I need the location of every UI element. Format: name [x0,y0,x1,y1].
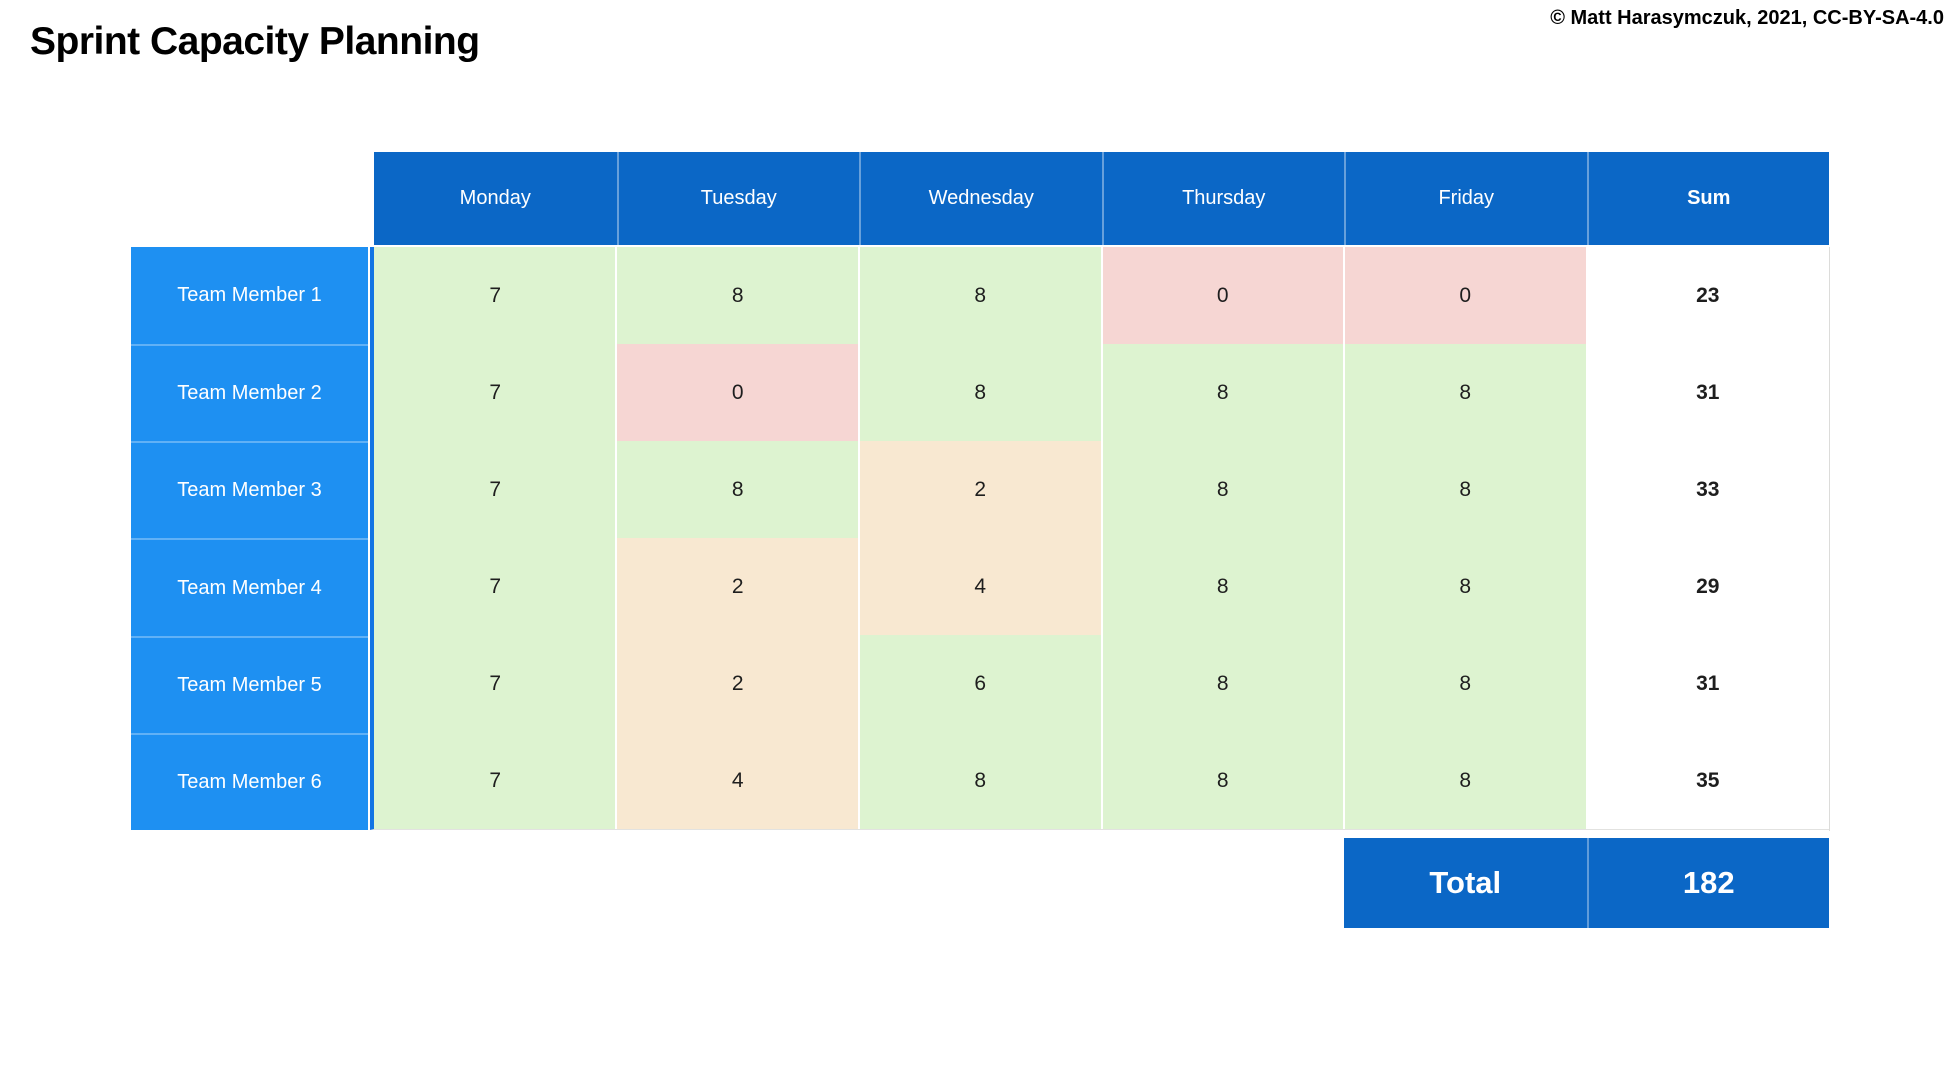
row-sum: 33 [1586,441,1829,538]
capacity-cell: 8 [859,732,1102,829]
capacity-cell: 7 [374,247,617,344]
row-label: Team Member 1 [177,284,322,307]
capacity-cell: 8 [1101,441,1344,538]
capacity-cell: 8 [1344,538,1587,635]
row-label: Team Member 2 [131,344,368,441]
capacity-cell: 8 [859,247,1102,344]
sum-column-border [1829,247,1830,831]
capacity-cell: 7 [374,732,617,829]
capacity-cell: 0 [1101,247,1344,344]
capacity-cell: 2 [859,441,1102,538]
total-value: 182 [1586,838,1830,928]
column-header-thursday: Thursday [1101,152,1345,245]
column-header-tuesday: Tuesday [616,152,860,245]
total-row: Total 182 [1344,838,1829,928]
copyright-notice: © Matt Harasymczuk, 2021, CC-BY-SA-4.0 [1550,7,1944,29]
capacity-cell: 7 [374,635,617,732]
capacity-cell: 8 [1344,635,1587,732]
capacity-cell: 8 [1344,441,1587,538]
row-sum: 23 [1586,247,1829,344]
table-header-row: Monday Tuesday Wednesday Thursday Friday Sum [374,152,1829,245]
page-title: Sprint Capacity Planning [30,20,480,63]
row-sum: 29 [1586,538,1829,635]
capacity-cell: 8 [1101,344,1344,441]
capacity-cell: 0 [616,344,859,441]
capacity-cell: 2 [616,538,859,635]
capacity-cell: 8 [859,344,1102,441]
capacity-cell: 7 [374,538,617,635]
column-header-wednesday: Wednesday [859,152,1102,245]
capacity-cell: 8 [1344,344,1587,441]
capacity-cell: 0 [1344,247,1587,344]
capacity-cell: 4 [859,538,1102,635]
row-sum: 35 [1586,732,1829,829]
capacity-cell: 8 [1101,732,1344,829]
column-header-monday: Monday [459,187,531,209]
column-header-friday: Friday [1344,152,1587,245]
capacity-cell: 8 [1101,538,1344,635]
column-header-sum: Sum [1586,152,1830,245]
total-label: Total [1429,865,1502,900]
capacity-cell: 7 [374,344,617,441]
capacity-data-grid: 7 8 8 0 0 23 7 0 8 8 8 31 7 8 2 8 8 33 7 2 4 8 8 29 7 2 6 8 8 31 7 4 8 8 8… [370,247,1829,830]
capacity-cell: 8 [616,247,859,344]
capacity-cell: 8 [1101,635,1344,732]
capacity-cell: 4 [616,732,859,829]
row-label: Team Member 6 [131,732,368,830]
row-sum: 31 [1586,635,1829,732]
row-label: Team Member 5 [131,635,368,733]
row-label: Team Member 3 [131,441,368,538]
row-label: Team Member 4 [131,538,368,635]
capacity-cell: 6 [859,635,1102,732]
capacity-cell: 2 [616,635,859,732]
capacity-cell: 8 [616,441,859,538]
capacity-cell: 7 [374,441,617,538]
capacity-cell: 8 [1344,732,1587,829]
row-sum: 31 [1586,344,1829,441]
